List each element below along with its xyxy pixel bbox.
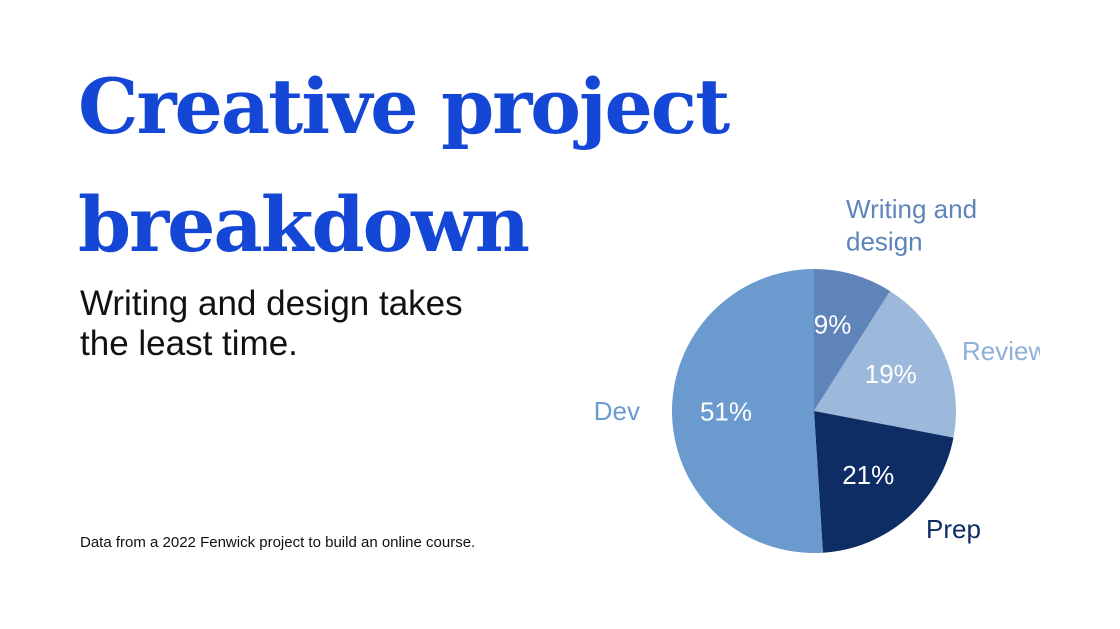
pie-slice-writing-and-design — [814, 269, 891, 411]
pie-category-labels: Writing and design Review Prep Dev — [594, 194, 1040, 544]
pie-category-label: Writing and design — [846, 194, 977, 257]
pie-category-label: Prep — [926, 514, 981, 544]
pie-slices — [671, 269, 956, 553]
pie-value-label: 51% — [700, 397, 752, 427]
pie-category-label: Dev — [594, 396, 640, 426]
pie-slice-dev — [671, 269, 823, 553]
footnote: Data from a 2022 Fenwick project to buil… — [80, 534, 476, 551]
pie-slice-prep — [814, 411, 954, 553]
title-line-2: breakdown — [78, 180, 530, 269]
pie-category-label: Review — [962, 336, 1040, 366]
subtitle: Writing and design takes the least time. — [80, 284, 463, 363]
pie-value-label: 9% — [814, 309, 852, 339]
page-title: Creative project breakdown — [78, 48, 838, 284]
pie-value-label: 21% — [842, 460, 894, 490]
pie-value-label: 19% — [865, 359, 917, 389]
pie-chart: 9% 19% 21% 51% Writing and design Review Prep D… — [594, 194, 1040, 553]
title-line-1: Creative project — [78, 62, 730, 151]
pie-value-labels: 9% 19% 21% 51% — [700, 309, 917, 490]
pie-slice-review — [814, 291, 956, 438]
